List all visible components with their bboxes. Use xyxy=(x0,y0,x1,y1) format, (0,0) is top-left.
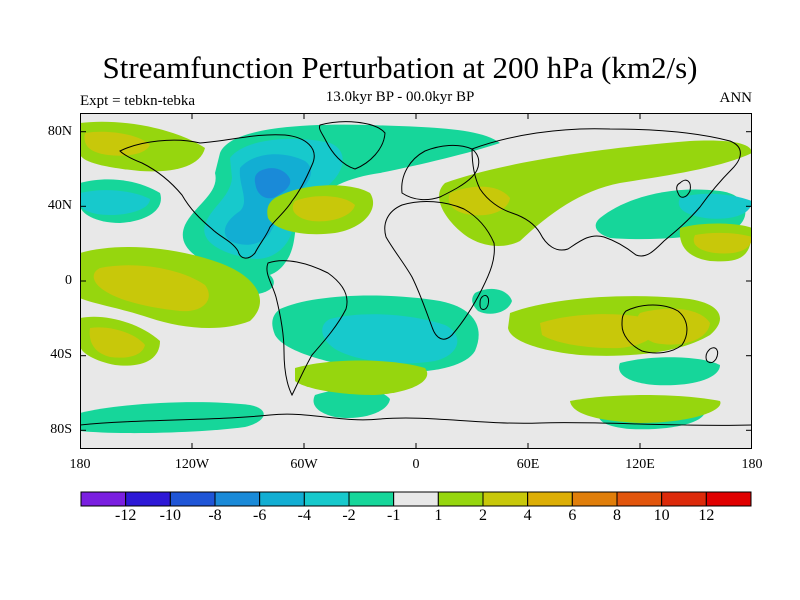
positive-anomaly-fields xyxy=(80,121,752,423)
southwest-pacific-high-inner xyxy=(89,327,145,358)
experiment-label: Expt = tebkn-tebka xyxy=(80,93,196,109)
colorbar-label: -2 xyxy=(342,507,356,524)
colorbar-label: -1 xyxy=(386,507,401,524)
colorbar-label: 1 xyxy=(434,507,443,524)
colorbar-swatch xyxy=(661,491,707,507)
colorbar-label: -12 xyxy=(114,507,137,524)
colorbar-label: -4 xyxy=(297,507,311,524)
coastline-asia xyxy=(471,128,741,257)
coastline-europe xyxy=(401,144,480,201)
east-pacific-high-inner xyxy=(693,232,752,254)
colorbar xyxy=(80,491,752,507)
lat-tick-label: 80N xyxy=(47,124,72,139)
coastline-north-america xyxy=(119,134,315,259)
coastline-madagascar xyxy=(479,294,489,310)
lon-tick-label: 120W xyxy=(174,457,210,472)
lon-tick-label: 120E xyxy=(625,457,655,472)
colorbar-swatch xyxy=(437,491,484,507)
northeast-asia-low xyxy=(678,193,752,219)
colorbar-swatch xyxy=(393,491,439,507)
plot-title: Streamfunction Perturbation at 200 hPa (… xyxy=(102,50,698,85)
colorbar-swatch xyxy=(303,491,350,507)
colorbar-label: 2 xyxy=(479,507,487,524)
colorbar-swatch xyxy=(705,491,752,507)
colorbar-swatch xyxy=(571,491,618,507)
colorbar-label: -10 xyxy=(159,507,181,524)
colorbar-label: 4 xyxy=(523,507,532,524)
colorbar-swatch xyxy=(616,491,663,507)
colorbar-swatch xyxy=(169,491,216,507)
colorbar-label: 8 xyxy=(613,507,621,524)
season-label: ANN xyxy=(719,90,753,106)
coastline-japan xyxy=(676,179,691,198)
lat-tick-label: 40N xyxy=(47,198,72,213)
axis-ticks xyxy=(80,113,752,449)
antarctic-band-west xyxy=(80,402,264,434)
lat-tick-label: 0 xyxy=(65,273,72,288)
lon-tick-label: 60W xyxy=(290,457,318,472)
coastline-antarctica xyxy=(79,413,753,426)
coastline-africa xyxy=(384,201,495,340)
lon-tick-label: 0 xyxy=(412,457,420,472)
lon-tick-label: 180 xyxy=(741,457,763,472)
atlantic-high-inner xyxy=(292,196,355,222)
north-atlantic-euro-low xyxy=(379,130,495,154)
lon-tick-label: 180 xyxy=(69,457,91,472)
colorbar-swatch xyxy=(80,491,127,507)
madagascar-low xyxy=(472,288,512,314)
colorbar-label: -6 xyxy=(252,507,267,524)
colorbar-swatch xyxy=(482,491,529,507)
coastline-australia xyxy=(621,304,688,354)
colorbar-label: -8 xyxy=(208,507,222,524)
colorbar-swatch xyxy=(214,491,261,507)
na-trough-inner xyxy=(224,154,312,245)
antarctic-band-atlantic xyxy=(313,388,390,419)
lat-tick-label: 40S xyxy=(50,347,72,362)
southern-ocean-high xyxy=(295,360,428,395)
south-indian-high-inner xyxy=(540,314,656,349)
colorbar-label: 6 xyxy=(568,507,577,524)
plot-subtitle: 13.0kyr BP - 00.0kyr BP xyxy=(325,89,475,105)
eurasian-ridge xyxy=(439,140,752,246)
lat-tick-label: 80S xyxy=(50,422,72,437)
colorbar-swatch xyxy=(348,491,395,507)
streamfunction-map xyxy=(79,113,753,449)
coastline-new-zealand xyxy=(705,347,719,364)
south-indian-low xyxy=(619,357,720,386)
colorbar-label: 12 xyxy=(698,507,715,524)
coastline-south-america xyxy=(266,260,348,397)
colorbar-swatch xyxy=(259,491,305,507)
negative-anomaly-fields xyxy=(80,124,752,434)
map-panel xyxy=(79,113,753,449)
australia-high xyxy=(636,308,710,345)
west-pacific-band-inner xyxy=(80,190,150,215)
coastlines xyxy=(79,121,753,426)
coastline-greenland xyxy=(319,121,386,170)
colorbar-label: 10 xyxy=(653,507,670,524)
colorbar-swatch xyxy=(527,491,573,507)
lon-tick-label: 60E xyxy=(516,457,540,472)
north-pacific-high-inner xyxy=(84,131,150,156)
pacific-antarctic-high xyxy=(570,395,721,423)
colorbar-swatch xyxy=(125,491,171,507)
na-trough-core xyxy=(254,168,291,199)
eurasian-ridge-inner xyxy=(448,186,510,216)
south-atlantic-inner xyxy=(322,314,458,364)
tropical-pacific-high-inner xyxy=(93,265,209,312)
